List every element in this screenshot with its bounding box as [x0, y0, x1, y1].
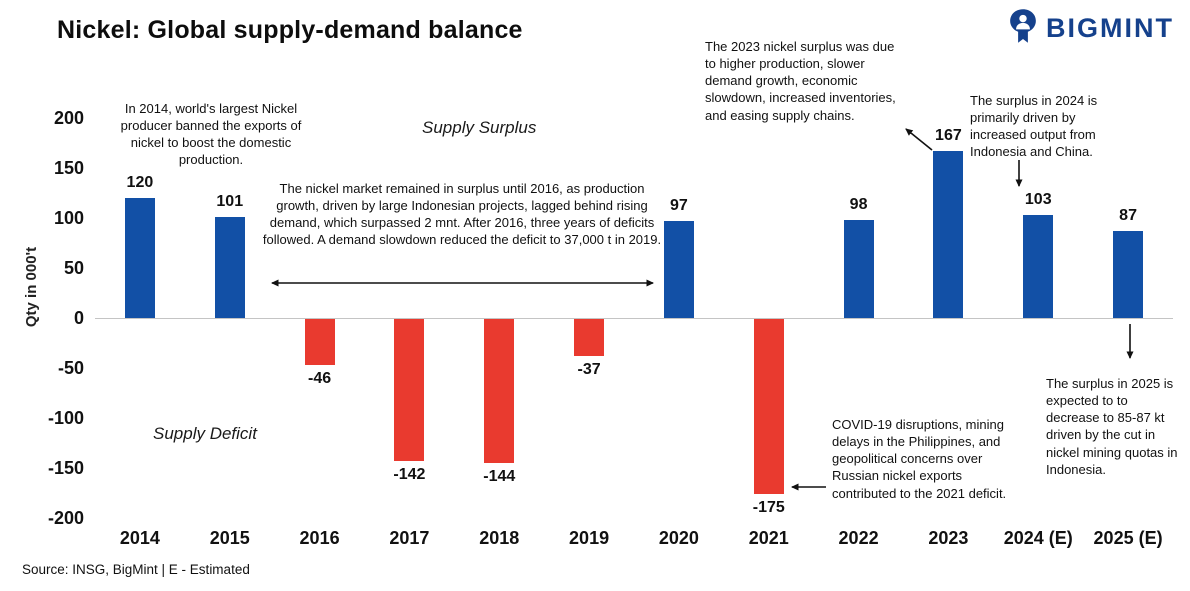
y-tick-label: 50: [63, 258, 84, 278]
y-tick-label: -200: [47, 508, 84, 528]
value-label-2019: -37: [577, 361, 601, 378]
y-tick-label: 200: [53, 108, 84, 128]
bar-2025E: [1113, 231, 1144, 318]
value-label-2025E: 87: [1119, 207, 1137, 224]
value-label-2023: 167: [935, 127, 962, 144]
x-tick-label-2020: 2020: [658, 528, 699, 548]
x-tick-label-2022: 2022: [838, 528, 879, 548]
bigmint-logo-icon: [1007, 8, 1039, 49]
y-tick-label: 150: [53, 158, 84, 178]
bar-2017: [394, 319, 425, 461]
value-label-2015: 101: [216, 193, 244, 210]
y-tick-label: -150: [47, 458, 84, 478]
value-label-2017: -142: [393, 466, 426, 483]
bigmint-logo-text: BIGMINT: [1046, 13, 1174, 43]
annotation-2025-surplus: The surplus in 2025 is expected to to de…: [1046, 376, 1178, 477]
annotation-2021-deficit: COVID-19 disruptions, mining delays in t…: [832, 417, 1007, 501]
x-tick-label-2015: 2015: [209, 528, 250, 548]
bar-2014: [124, 198, 155, 318]
page-title: Nickel: Global supply-demand balance: [57, 16, 523, 44]
x-tick-label-2021: 2021: [748, 528, 789, 548]
annotation-2023-surplus: The 2023 nickel surplus was due to highe…: [705, 39, 896, 123]
y-tick-label: -50: [57, 358, 84, 378]
y-tick-label: -100: [47, 408, 84, 428]
source-note: Source: INSG, BigMint | E - Estimated: [22, 562, 250, 577]
value-label-2018: -144: [483, 468, 516, 485]
value-label-2021: -175: [752, 499, 785, 516]
bar-2021: [753, 319, 784, 494]
bar-2020: [663, 221, 694, 318]
bar-2024E: [1023, 215, 1054, 318]
value-label-2016: -46: [308, 370, 332, 387]
x-tick-label-2018: 2018: [479, 528, 520, 548]
annotation-surplus-deficit-period: The nickel market remained in surplus un…: [262, 181, 662, 248]
zero-axis-line: [95, 318, 1173, 319]
bar-2015: [214, 217, 245, 318]
x-tick-label-2024E: 2024 (E): [1003, 528, 1073, 548]
value-label-2020: 97: [670, 197, 688, 214]
value-label-2024E: 103: [1024, 191, 1052, 208]
label-supply-surplus: Supply Surplus: [422, 118, 537, 137]
bar-2023: [933, 151, 964, 318]
x-tick-label-2014: 2014: [119, 528, 160, 548]
value-label-2014: 120: [126, 174, 154, 191]
bar-2018: [484, 319, 515, 463]
x-tick-label-2019: 2019: [569, 528, 610, 548]
bigmint-logo: BIGMINT: [1007, 8, 1174, 49]
bar-2022: [843, 220, 874, 318]
label-supply-deficit: Supply Deficit: [153, 424, 257, 443]
x-tick-label-2023: 2023: [928, 528, 969, 548]
x-tick-label-2016: 2016: [299, 528, 340, 548]
x-tick-label-2017: 2017: [389, 528, 430, 548]
y-tick-label: 100: [53, 208, 84, 228]
annotation-2014-export-ban: In 2014, world's largest Nickel producer…: [120, 101, 302, 168]
y-tick-label: 0: [73, 308, 84, 328]
annotation-2024-surplus: The surplus in 2024 is primarily driven …: [970, 93, 1098, 160]
bar-2019: [574, 319, 605, 356]
x-tick-label-2025E: 2025 (E): [1093, 528, 1163, 548]
value-label-2022: 98: [849, 196, 868, 213]
bar-2016: [304, 319, 335, 365]
